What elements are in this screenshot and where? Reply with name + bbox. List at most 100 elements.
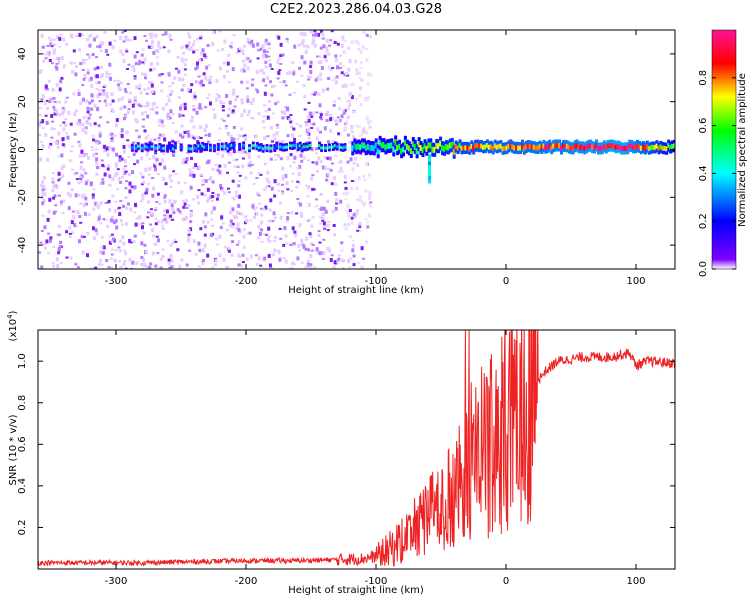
noise-cell bbox=[89, 267, 93, 269]
noise-cell bbox=[168, 116, 172, 120]
carrier-cell bbox=[556, 143, 559, 148]
noise-cell bbox=[358, 77, 362, 80]
noise-cell bbox=[86, 71, 90, 75]
noise-cell bbox=[271, 140, 274, 143]
noise-cell bbox=[302, 244, 306, 249]
noise-cell bbox=[49, 38, 53, 42]
carrier-cell bbox=[628, 143, 632, 149]
noise-cell bbox=[276, 100, 280, 104]
noise-cell bbox=[53, 43, 57, 46]
noise-cell bbox=[218, 164, 222, 168]
carrier-cell bbox=[400, 148, 404, 155]
carrier-cell bbox=[532, 144, 536, 150]
carrier-cell bbox=[292, 143, 296, 147]
x-tick-label: 100 bbox=[626, 576, 645, 587]
noise-cell bbox=[88, 113, 92, 116]
noise-cell bbox=[57, 131, 61, 136]
noise-cell bbox=[189, 185, 193, 190]
noise-cell bbox=[152, 155, 156, 159]
noise-cell bbox=[186, 130, 190, 135]
noise-cell bbox=[326, 145, 329, 148]
noise-cell bbox=[292, 161, 296, 164]
noise-cell bbox=[52, 210, 56, 215]
colorbar-tick-label: 0.8 bbox=[698, 70, 709, 86]
noise-cell bbox=[130, 241, 134, 244]
noise-cell bbox=[241, 261, 245, 263]
noise-cell bbox=[360, 265, 364, 269]
noise-cell bbox=[264, 38, 268, 43]
noise-cell bbox=[343, 174, 347, 179]
carrier-cell bbox=[160, 146, 164, 150]
noise-cell bbox=[309, 65, 313, 69]
noise-cell bbox=[102, 245, 106, 250]
noise-cell bbox=[49, 142, 53, 146]
noise-cell bbox=[263, 259, 267, 262]
noise-cell bbox=[187, 204, 191, 207]
noise-cell bbox=[98, 214, 102, 217]
noise-cell bbox=[94, 266, 98, 269]
carrier-cell bbox=[333, 144, 337, 147]
noise-cell bbox=[232, 34, 236, 37]
carrier-cell bbox=[308, 144, 312, 147]
noise-cell bbox=[272, 253, 275, 257]
noise-cell bbox=[209, 233, 213, 238]
noise-cell bbox=[358, 224, 362, 227]
noise-cell bbox=[305, 141, 309, 144]
noise-cell bbox=[236, 222, 240, 227]
noise-cell bbox=[311, 161, 315, 164]
noise-cell bbox=[358, 226, 362, 229]
noise-cell bbox=[154, 206, 158, 209]
noise-cell bbox=[276, 60, 280, 65]
carrier-cell bbox=[197, 144, 201, 148]
noise-cell bbox=[243, 63, 247, 68]
noise-cell bbox=[325, 178, 329, 182]
noise-cell bbox=[199, 37, 203, 40]
noise-cell bbox=[258, 202, 262, 205]
noise-cell bbox=[321, 37, 325, 40]
carrier-cell bbox=[265, 146, 269, 150]
colorbar-scale bbox=[711, 29, 737, 270]
noise-cell bbox=[240, 147, 244, 151]
noise-cell bbox=[110, 92, 114, 96]
noise-cell bbox=[81, 153, 85, 158]
noise-cell bbox=[263, 91, 267, 96]
noise-cell bbox=[120, 134, 124, 138]
carrier-cell bbox=[606, 143, 610, 149]
noise-cell bbox=[284, 84, 288, 87]
noise-cell bbox=[87, 35, 91, 38]
noise-cell bbox=[346, 209, 350, 214]
noise-cell bbox=[194, 163, 198, 167]
noise-cell bbox=[346, 160, 350, 164]
noise-cell bbox=[95, 141, 99, 145]
noise-cell bbox=[319, 46, 323, 50]
noise-cell bbox=[62, 127, 66, 132]
carrier-cell bbox=[595, 142, 599, 148]
noise-cell bbox=[68, 235, 72, 238]
noise-cell bbox=[346, 133, 350, 137]
noise-cell bbox=[48, 238, 52, 243]
noise-cell bbox=[40, 33, 44, 38]
noise-cell bbox=[345, 99, 349, 102]
noise-cell bbox=[161, 248, 165, 251]
noise-cell bbox=[51, 87, 55, 92]
noise-cell bbox=[343, 223, 347, 227]
carrier-cell bbox=[655, 143, 659, 149]
noise-cell bbox=[247, 162, 251, 166]
carrier-cell bbox=[476, 143, 480, 149]
noise-cell bbox=[270, 85, 274, 88]
noise-cell bbox=[104, 84, 107, 87]
noise-cell bbox=[145, 265, 149, 269]
noise-cell bbox=[169, 214, 173, 218]
noise-cell bbox=[246, 114, 250, 117]
noise-cell bbox=[75, 35, 79, 38]
noise-cell bbox=[65, 96, 69, 99]
noise-cell bbox=[270, 186, 274, 191]
noise-cell bbox=[102, 218, 106, 221]
noise-cell bbox=[199, 34, 203, 37]
noise-cell bbox=[148, 80, 151, 84]
carrier-cell bbox=[630, 143, 634, 149]
noise-cell bbox=[238, 255, 242, 258]
noise-cell bbox=[201, 258, 205, 262]
noise-cell bbox=[154, 167, 157, 172]
noise-cell bbox=[366, 225, 370, 229]
